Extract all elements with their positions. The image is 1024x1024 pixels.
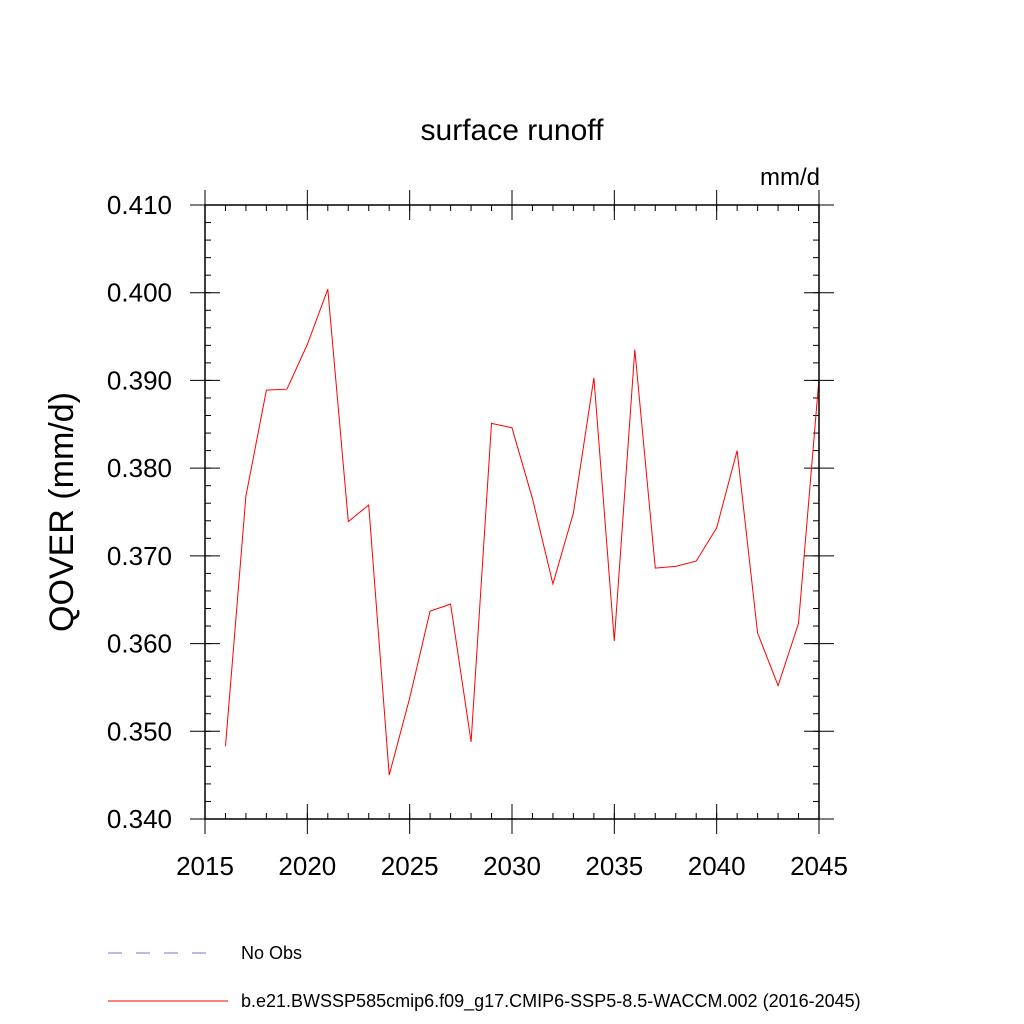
chart-title: surface runoff bbox=[421, 114, 605, 147]
x-tick-label: 2015 bbox=[176, 851, 234, 881]
y-tick-label: 0.340 bbox=[107, 804, 172, 834]
major-ticks bbox=[190, 190, 834, 834]
y-tick-label: 0.410 bbox=[107, 190, 172, 220]
x-tick-label: 2040 bbox=[688, 851, 746, 881]
units-label: mm/d bbox=[760, 164, 820, 191]
x-tick-label: 2030 bbox=[483, 851, 541, 881]
x-tick-label: 2035 bbox=[585, 851, 643, 881]
plot-frame bbox=[204, 204, 820, 820]
series-layer bbox=[225, 289, 820, 776]
y-tick-label: 0.360 bbox=[107, 629, 172, 659]
x-tick-label: 2045 bbox=[790, 851, 848, 881]
y-tick-label: 0.380 bbox=[107, 453, 172, 483]
y-tick-label: 0.370 bbox=[107, 541, 172, 571]
x-tick-label: 2020 bbox=[278, 851, 336, 881]
x-tick-labels: 2015 2020 2025 2030 2035 2040 2045 bbox=[176, 851, 848, 881]
minor-ticks bbox=[204, 204, 820, 820]
series-line bbox=[225, 289, 820, 776]
legend-label-model: b.e21.BWSSP585cmip6.f09_g17.CMIP6-SSP5-8… bbox=[241, 991, 861, 1012]
x-tick-label: 2025 bbox=[381, 851, 439, 881]
y-tick-label: 0.390 bbox=[107, 365, 172, 395]
y-tick-label: 0.400 bbox=[107, 278, 172, 308]
y-axis-label: QOVER (mm/d) bbox=[43, 392, 81, 632]
y-tick-label: 0.350 bbox=[107, 716, 172, 746]
legend: No Obs b.e21.BWSSP585cmip6.f09_g17.CMIP6… bbox=[108, 943, 861, 1012]
legend-label-no-obs: No Obs bbox=[241, 943, 302, 963]
y-tick-labels: 0.340 0.350 0.360 0.370 0.380 0.390 0.400 0.410 bbox=[107, 190, 172, 834]
